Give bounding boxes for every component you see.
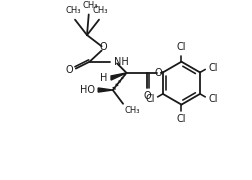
Text: CH₃: CH₃: [93, 6, 108, 15]
Text: CH₃: CH₃: [65, 6, 81, 15]
Polygon shape: [98, 88, 112, 92]
Polygon shape: [111, 73, 126, 80]
Text: HO: HO: [79, 85, 94, 95]
Text: O: O: [99, 42, 107, 52]
Text: Cl: Cl: [207, 94, 217, 104]
Text: O: O: [143, 91, 150, 101]
Text: NH: NH: [113, 57, 128, 67]
Text: Cl: Cl: [145, 94, 154, 104]
Text: Cl: Cl: [207, 63, 217, 73]
Text: Cl: Cl: [176, 42, 185, 52]
Text: H: H: [100, 73, 107, 83]
Text: CH₃: CH₃: [82, 1, 98, 10]
Text: Cl: Cl: [176, 114, 185, 124]
Text: CH₃: CH₃: [124, 106, 140, 115]
Text: O: O: [65, 65, 73, 75]
Text: O: O: [154, 68, 162, 78]
